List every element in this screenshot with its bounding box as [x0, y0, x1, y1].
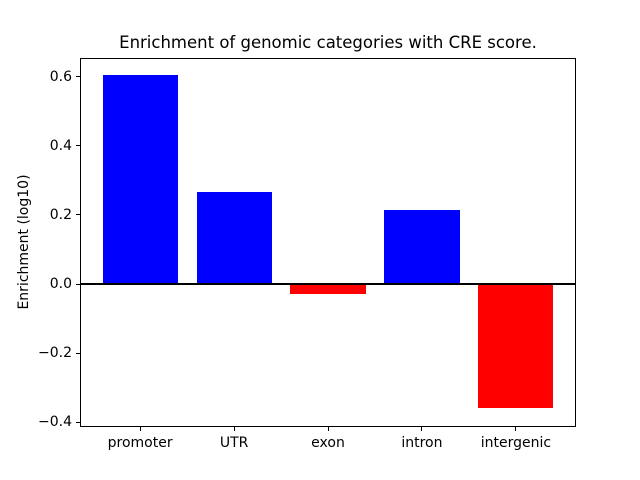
y-tick-label: 0.6 [49, 68, 72, 85]
x-tick-mark [327, 427, 329, 431]
x-tick-mark [515, 427, 517, 431]
y-tick-mark [76, 283, 80, 285]
x-tick-label-promoter: promoter [107, 435, 173, 451]
bar-intergenic [478, 284, 554, 409]
y-tick-label: 0.4 [49, 137, 72, 154]
y-tick-mark [76, 352, 80, 354]
x-tick-mark [139, 427, 141, 431]
bar-exon [290, 284, 366, 295]
y-tick-mark [76, 214, 80, 216]
x-tick-mark [421, 427, 423, 431]
bar-UTR [196, 192, 272, 284]
x-tick-mark [233, 427, 235, 431]
y-tick-mark [76, 421, 80, 423]
bar-intron [384, 209, 460, 284]
bar-promoter [102, 74, 178, 284]
x-tick-label-exon: exon [311, 435, 345, 451]
y-tick-mark [76, 145, 80, 147]
y-tick-mark [76, 76, 80, 78]
zero-baseline [80, 283, 576, 285]
x-tick-label-UTR: UTR [219, 435, 249, 451]
y-tick-label: −0.4 [38, 414, 72, 431]
y-tick-label: 0.0 [49, 276, 72, 292]
chart-title: Enrichment of genomic categories with CR… [119, 33, 537, 52]
y-tick-label: 0.2 [49, 206, 72, 223]
y-tick-label: −0.2 [38, 345, 72, 362]
x-tick-label-intron: intron [401, 435, 443, 451]
x-tick-label-intergenic: intergenic [480, 435, 552, 451]
